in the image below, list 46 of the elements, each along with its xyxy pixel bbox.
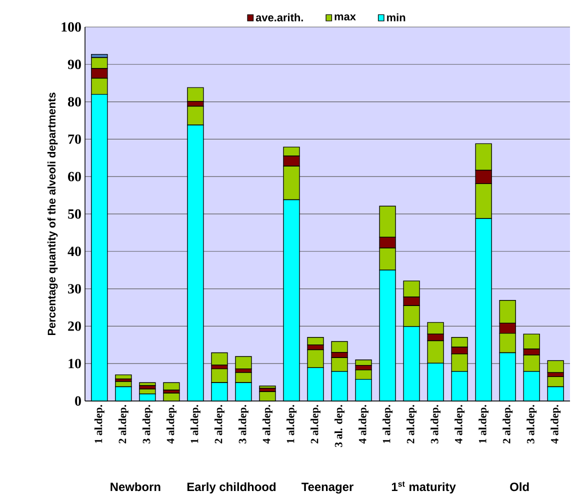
y-tick-label: 30 — [68, 284, 81, 294]
bar — [547, 360, 564, 373]
y-tick-label: 10 — [68, 358, 81, 368]
y-tick-label: 100 — [62, 22, 81, 32]
y-tick-label: 40 — [68, 246, 81, 256]
y-tick-label: 60 — [68, 172, 81, 182]
y-tick-label: 50 — [68, 209, 81, 219]
bar — [307, 337, 324, 346]
x-tick-label: 1 al.dep. — [94, 404, 104, 443]
y-tick-label: 90 — [68, 60, 81, 70]
bar — [187, 87, 204, 102]
y-tick-label: 20 — [68, 321, 81, 331]
x-tick-label: 4 al.dep. — [550, 404, 561, 444]
x-tick-label: 1 al.dep. — [478, 404, 489, 443]
x-tick-label: 4 al.dep. — [454, 404, 465, 444]
x-tick-label: 3 al.dep. — [526, 404, 537, 444]
bar — [163, 382, 180, 390]
bar — [211, 352, 228, 366]
x-tick-label: 2 al.dep. — [406, 404, 417, 444]
text: 1$^{st}$ maturity — [392, 481, 456, 494]
x-tick-label: 2 al.dep. — [118, 404, 128, 444]
y-tick-label: 70 — [68, 134, 81, 144]
x-tick-label: 3 al.dep. — [142, 404, 152, 444]
text: Early childhood — [187, 482, 276, 494]
x-tick-label: 1 al.dep. — [382, 404, 392, 443]
text: Old — [510, 482, 529, 492]
y-tick-label: 80 — [68, 97, 81, 106]
x-tick-label: 3 al. dep. — [334, 405, 344, 448]
x-tick-label: 4 al.dep. — [262, 404, 272, 444]
text: Teenager — [302, 482, 354, 494]
x-tick-label: 4 al.dep. — [358, 404, 368, 444]
x-tick-label: 1 al.dep. — [190, 404, 200, 443]
x-tick-label: 3 al.dep. — [238, 404, 248, 444]
legend-label: ave.arith. — [256, 13, 303, 22]
legend-label: min — [387, 13, 406, 22]
legend-label: max — [334, 14, 356, 20]
x-tick-label: 1 al.dep. — [286, 404, 296, 443]
x-tick-label: 2 al.dep. — [502, 404, 513, 444]
x-tick-label: 2 al.dep. — [310, 404, 320, 444]
bar — [235, 356, 252, 370]
x-tick-label: 3 al.dep. — [430, 404, 441, 444]
x-tick-label: 4 al.dep. — [166, 404, 176, 444]
y-tick-label: 0 — [75, 396, 81, 406]
text: Newborn — [110, 482, 160, 492]
y-axis-title: Percentage quantity of the alveoli departments — [47, 92, 58, 336]
x-tick-label: 2 al.dep. — [214, 404, 224, 444]
